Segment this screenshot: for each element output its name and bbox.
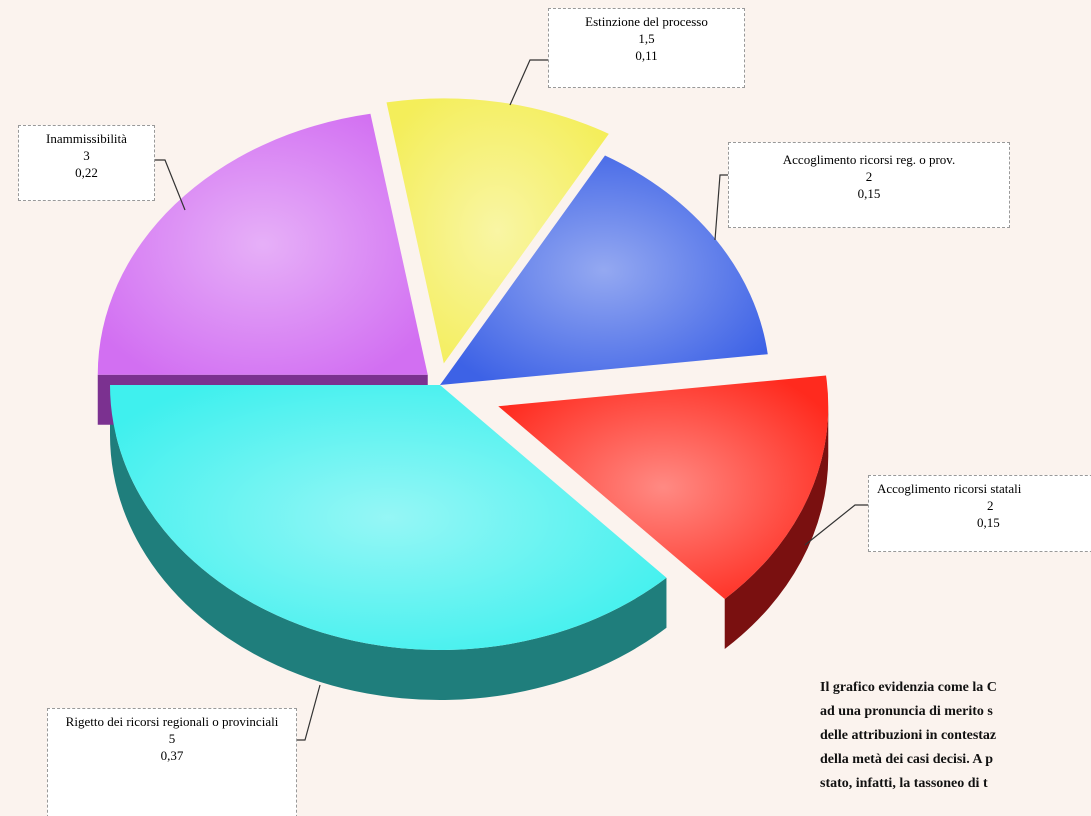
- share-label: 0,37: [160, 748, 184, 763]
- slices: [97, 98, 829, 700]
- value-label: 3: [83, 148, 90, 163]
- slice-highlight: [386, 98, 609, 364]
- leader-lines: [155, 59, 868, 741]
- label-box: Rigetto dei ricorsi regionali o provinci…: [47, 708, 297, 816]
- slice-label: Accoglimento ricorsi statali: [877, 481, 1022, 496]
- leader-line: [509, 59, 548, 106]
- slice-highlight: [97, 113, 428, 375]
- leader-line: [155, 159, 186, 211]
- text-line: delle attribuzioni in contestaz: [820, 728, 997, 743]
- leader-line: [297, 684, 321, 741]
- value-label: 1,5: [638, 31, 655, 46]
- text-line: stato, infatti, la tassoneo di t: [820, 776, 988, 791]
- label-box: Accoglimento ricorsi reg. o prov. 2 0,15: [728, 142, 1010, 228]
- share-label: 0,22: [75, 165, 98, 180]
- text-line: Il grafico evidenzia come la C: [820, 680, 997, 695]
- description: Il grafico evidenzia come la C ad una pro…: [820, 676, 997, 796]
- leader-line: [714, 174, 728, 241]
- slice-label: Accoglimento ricorsi reg. o prov.: [782, 152, 956, 167]
- slice-highlight: [110, 385, 667, 650]
- share-label: 0,15: [977, 515, 1000, 530]
- slice-label: Estinzione del processo: [585, 14, 708, 29]
- value-label: 2: [987, 498, 994, 513]
- slice-side: [110, 385, 667, 700]
- value-label: 5: [168, 731, 176, 746]
- label-box: Accoglimento ricorsi statali 2 0,15: [868, 475, 1091, 552]
- share-label: 0,15: [857, 186, 881, 201]
- slice-side: [724, 406, 829, 649]
- label-box: Inammissibilità 3 0,22: [18, 125, 155, 201]
- value-label: 2: [865, 169, 873, 184]
- share-label: 0,11: [635, 48, 658, 63]
- text-line: ad una pronuncia di merito s: [820, 704, 993, 719]
- label-box: Estinzione del processo 1,5 0,11: [548, 8, 745, 88]
- slice-highlight: [498, 375, 829, 599]
- slice-highlight: [440, 155, 768, 385]
- leader-line: [804, 504, 868, 546]
- slice-label: Rigetto dei ricorsi regionali o provinci…: [65, 714, 279, 729]
- text-line: della metà dei casi decisi. A p: [820, 752, 994, 767]
- slice-label: Inammissibilità: [46, 131, 127, 146]
